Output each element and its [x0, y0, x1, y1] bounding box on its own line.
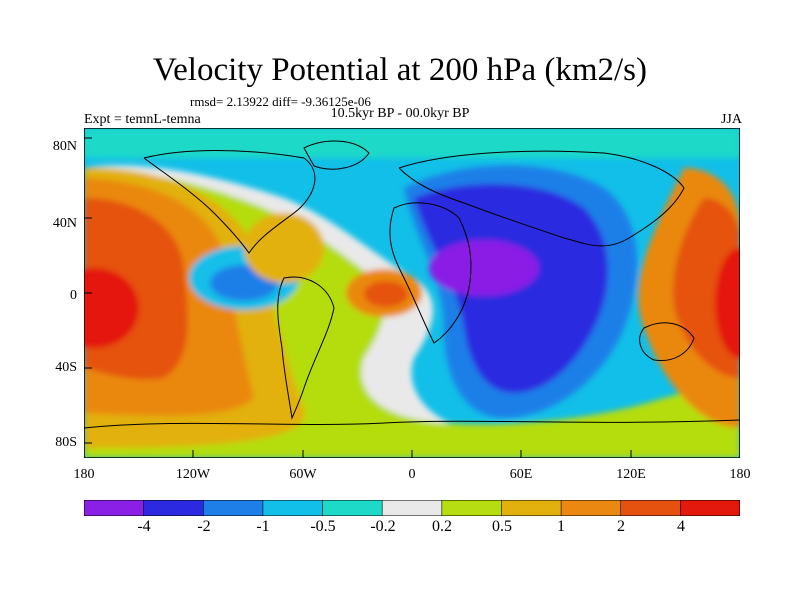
colorbar-label: -4 [137, 518, 151, 535]
field-afroasia-core [429, 240, 539, 296]
coast-south-america [277, 276, 335, 420]
colorbar-label: -0.2 [370, 518, 396, 535]
lon-label-60w: 60W [289, 467, 317, 482]
lat-label-80s: 80S [55, 435, 77, 450]
coast-north-america [143, 150, 316, 254]
period-subtitle: 10.5kyr BP - 00.0kyr BP [330, 106, 470, 121]
colorbar-cell [202, 500, 264, 516]
field-caribbean-pos [244, 213, 324, 283]
colorbar-cell [322, 500, 383, 516]
lat-label-80n: 80N [52, 139, 77, 154]
colorbar-label: 0.5 [492, 518, 512, 535]
lat-label-40n: 40N [52, 216, 77, 231]
colorbar-cell [501, 500, 562, 516]
lat-label-40s: 40S [55, 360, 77, 375]
experiment-label: Expt = temnL-temna [84, 112, 201, 127]
colorbar-cell [680, 500, 740, 516]
coast-australia [639, 322, 695, 362]
season-label: JJA [720, 112, 742, 127]
field-atlantic-red [364, 281, 408, 307]
coast-antarctica [84, 419, 740, 429]
colorbar-label: 4 [677, 518, 685, 535]
lon-label-180w: 180 [73, 467, 95, 482]
rmsd-diff-stats: rmsd= 2.13922 diff= -9.36125e-06 [190, 94, 371, 109]
coast-eurasia [398, 150, 685, 247]
colorbar-label: 0.2 [432, 518, 452, 535]
lon-label-0: 0 [408, 467, 416, 482]
field-west-core [84, 268, 139, 348]
colorbar-cell [143, 500, 205, 516]
lat-label-0: 0 [70, 288, 77, 303]
colorbar [84, 500, 740, 516]
colorbar-cell [560, 500, 622, 516]
colorbar-label: -2 [197, 518, 211, 535]
field-north-teal [84, 128, 740, 158]
colorbar-cell [262, 500, 324, 516]
lon-label-180e: 180 [729, 467, 751, 482]
colorbar-cell [84, 500, 145, 516]
colorbar-cell [441, 500, 503, 516]
coast-greenland [303, 140, 370, 170]
colorbar-cell [620, 500, 682, 516]
chart-title: Velocity Potential at 200 hPa (km2/s) [152, 52, 648, 88]
velocity-potential-map [84, 128, 740, 458]
colorbar-label: -0.5 [310, 518, 336, 535]
colorbar-label: 1 [557, 518, 565, 535]
lon-label-60e: 60E [509, 467, 533, 482]
colorbar-cell [381, 500, 443, 516]
lon-label-120e: 120E [616, 467, 646, 482]
lon-label-120w: 120W [175, 467, 211, 482]
colorbar-label: -1 [256, 518, 270, 535]
field-east-core [715, 248, 740, 358]
coast-africa [389, 202, 472, 344]
colorbar-label: 2 [617, 518, 625, 535]
